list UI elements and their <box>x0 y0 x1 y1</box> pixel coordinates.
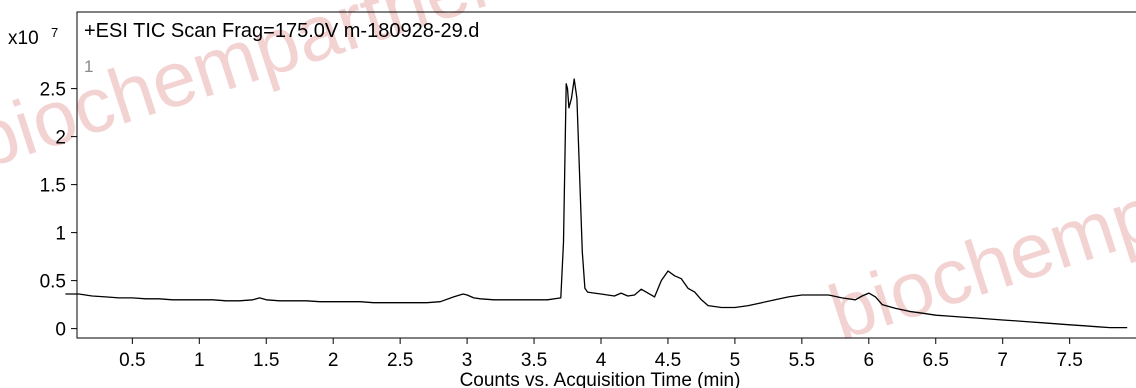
x-tick-label: 4.5 <box>655 350 681 371</box>
watermark-text-2: biochempartner <box>819 106 1136 357</box>
y-tick-label: 0 <box>55 320 66 341</box>
y-tick-label: 1.5 <box>40 176 66 197</box>
x-tick-label: 3 <box>462 350 473 371</box>
x-tick-label: 3.5 <box>521 350 547 371</box>
x-tick-label: 7.5 <box>1056 350 1082 371</box>
y-tick-label: 2.5 <box>40 80 66 101</box>
x-tick-label: 7 <box>997 350 1008 371</box>
series-layer <box>65 78 1128 329</box>
panel-label: 1 <box>84 57 93 76</box>
y-tick-label: 2 <box>55 128 66 149</box>
axis-layer: 0.5 1 1.5 2 2.5 3 3.5 4 4.5 5 5.5 6 6.5 7 7.5 0 0.5 1 1.5 2… <box>40 80 1083 371</box>
x-tick-label: 2 <box>328 350 339 371</box>
plot-frame <box>76 11 1136 339</box>
x-tick-label: 0.5 <box>119 350 145 371</box>
tic-series-line <box>65 78 1128 329</box>
x-tick-label: 1 <box>194 350 205 371</box>
x-tick-label: 2.5 <box>387 350 413 371</box>
x-tick-label: 4 <box>596 350 607 371</box>
x-tick-label: 6.5 <box>923 350 949 371</box>
x-tick-label: 6 <box>864 350 875 371</box>
y-multiplier-exponent: 7 <box>51 25 58 40</box>
x-tick-label: 1.5 <box>253 350 279 371</box>
chart-title: +ESI TIC Scan Frag=175.0V m-180928-29.d <box>84 20 479 42</box>
y-tick-label: 1 <box>55 224 66 245</box>
x-tick-label: 5 <box>730 350 741 371</box>
x-tick-label: 5.5 <box>789 350 815 371</box>
x-axis-label: Counts vs. Acquisition Time (min) <box>460 370 741 388</box>
y-multiplier-base: x10 <box>8 28 39 49</box>
y-tick-label: 0.5 <box>40 272 66 293</box>
